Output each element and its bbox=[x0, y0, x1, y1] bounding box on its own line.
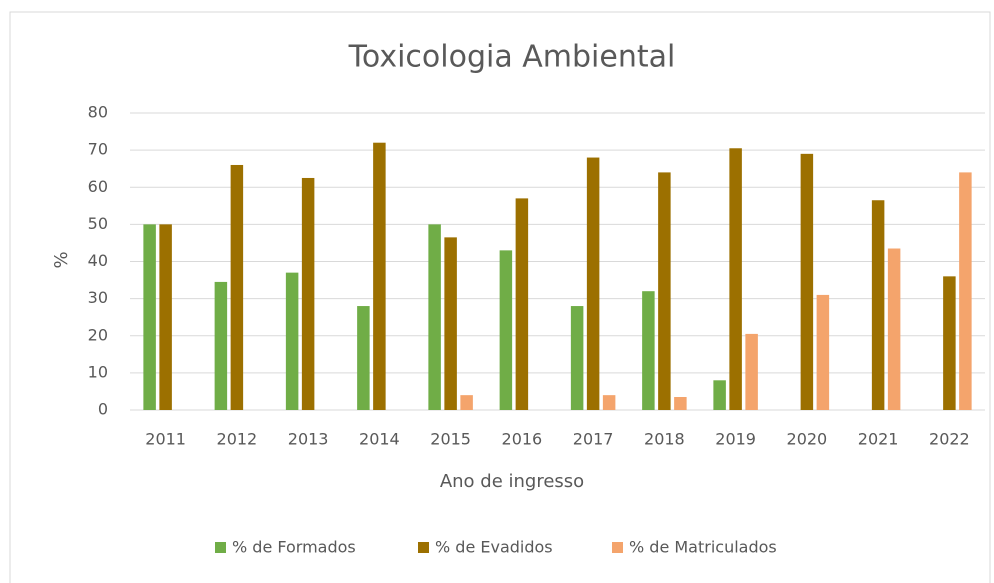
bar bbox=[887, 248, 901, 410]
x-tick-label: 2013 bbox=[288, 430, 329, 449]
bar bbox=[428, 224, 441, 410]
legend-swatch bbox=[418, 542, 429, 553]
bar bbox=[373, 142, 386, 410]
bar bbox=[357, 306, 370, 410]
x-tick-label: 2012 bbox=[217, 430, 258, 449]
x-tick-label: 2018 bbox=[644, 430, 685, 449]
y-tick-label: 80 bbox=[88, 103, 108, 122]
bar bbox=[713, 380, 726, 410]
x-axis-label: Ano de ingresso bbox=[440, 471, 584, 492]
x-tick-label: 2021 bbox=[858, 430, 899, 449]
bar bbox=[143, 224, 156, 410]
bar bbox=[674, 397, 687, 410]
bar bbox=[871, 200, 885, 410]
bar bbox=[499, 250, 513, 410]
bar bbox=[230, 164, 244, 410]
y-tick-label: 70 bbox=[88, 140, 108, 159]
bar bbox=[658, 172, 671, 410]
x-tick-label: 2019 bbox=[715, 430, 756, 449]
bar bbox=[570, 306, 584, 410]
legend-swatch bbox=[612, 542, 623, 553]
bar bbox=[460, 395, 473, 410]
y-tick-label: 0 bbox=[98, 400, 108, 419]
y-tick-label: 40 bbox=[88, 251, 108, 270]
bar bbox=[586, 157, 600, 410]
y-tick-label: 30 bbox=[88, 288, 108, 307]
legend-label: % de Formados bbox=[232, 538, 356, 557]
y-tick-label: 50 bbox=[88, 214, 108, 233]
bar bbox=[943, 276, 956, 410]
y-tick-label: 10 bbox=[88, 362, 108, 381]
bar bbox=[515, 198, 529, 410]
x-tick-label: 2020 bbox=[787, 430, 828, 449]
x-tick-label: 2011 bbox=[145, 430, 186, 449]
bar bbox=[816, 294, 830, 410]
x-tick-label: 2022 bbox=[929, 430, 970, 449]
bar bbox=[214, 281, 228, 410]
bar bbox=[642, 291, 655, 410]
chart-title: Toxicologia Ambiental bbox=[348, 40, 676, 75]
x-tick-label: 2016 bbox=[502, 430, 543, 449]
bar bbox=[301, 177, 315, 410]
legend-label: % de Matriculados bbox=[629, 538, 777, 557]
bar bbox=[959, 172, 972, 410]
x-tick-label: 2015 bbox=[430, 430, 471, 449]
x-tick-label: 2017 bbox=[573, 430, 614, 449]
bar bbox=[285, 272, 299, 410]
x-tick-label: 2014 bbox=[359, 430, 400, 449]
y-axis-label: % bbox=[51, 251, 72, 268]
legend-label: % de Evadidos bbox=[435, 538, 553, 557]
bar bbox=[602, 395, 616, 410]
y-tick-label: 20 bbox=[88, 325, 108, 344]
y-tick-label: 60 bbox=[88, 177, 108, 196]
bar bbox=[729, 148, 742, 411]
bar bbox=[800, 153, 814, 410]
bar bbox=[444, 237, 457, 410]
bar bbox=[745, 333, 758, 410]
legend-swatch bbox=[215, 542, 226, 553]
bar bbox=[159, 224, 172, 410]
